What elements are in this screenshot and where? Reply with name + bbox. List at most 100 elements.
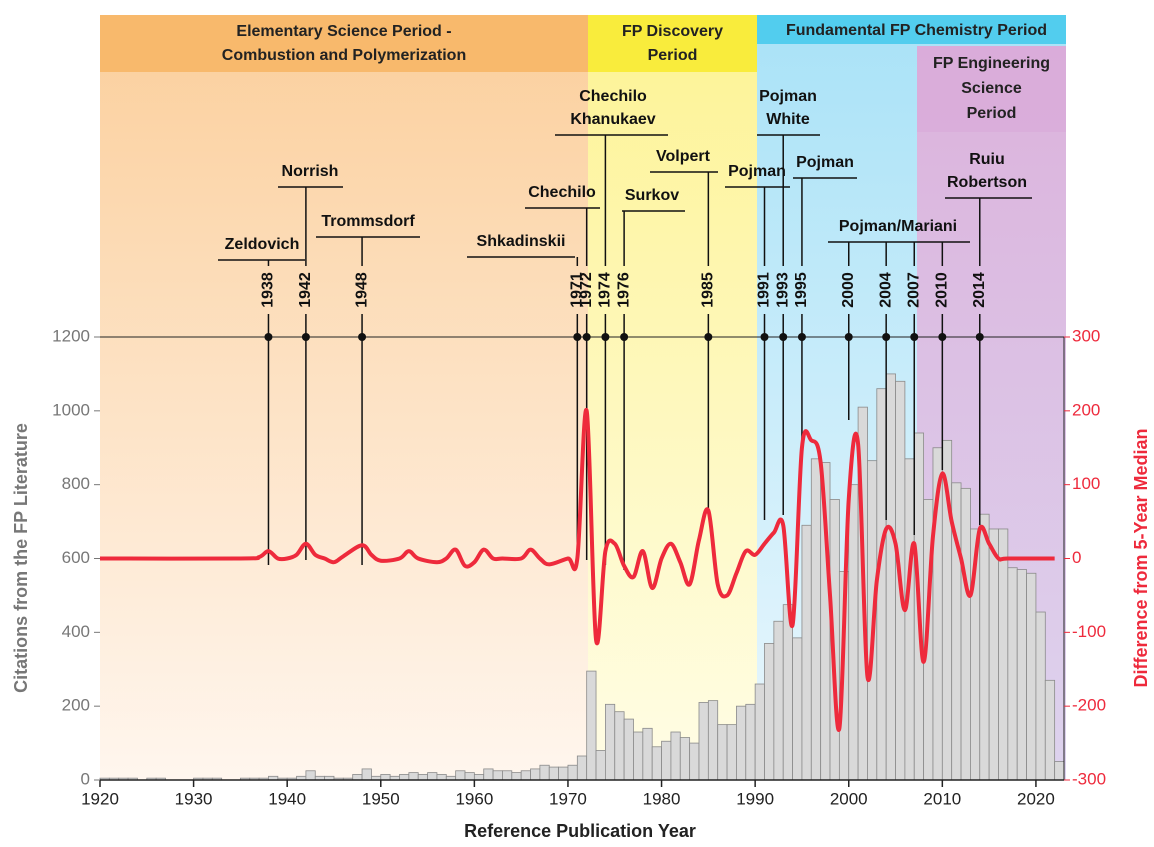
annotation-name: Khanukaev bbox=[570, 111, 655, 128]
histogram-bar bbox=[595, 750, 606, 781]
histogram-bar bbox=[417, 774, 428, 781]
histogram-bar bbox=[548, 766, 560, 781]
period-bands: Elementary Science Period - Combustion an… bbox=[100, 15, 1066, 780]
x-axis-label: Reference Publication Year bbox=[464, 821, 696, 841]
histogram-bar bbox=[352, 774, 363, 781]
period-title: Period bbox=[648, 47, 698, 64]
annotation-dot bbox=[844, 333, 853, 341]
y2-tick-label: -200 bbox=[1072, 696, 1106, 715]
histogram-bar bbox=[773, 620, 784, 781]
histogram-bar bbox=[1054, 761, 1065, 781]
annotation-year: 1976 bbox=[615, 272, 632, 308]
y2-tick-label: 300 bbox=[1072, 326, 1100, 345]
histogram-bar bbox=[707, 700, 719, 781]
histogram-bar bbox=[492, 770, 503, 781]
histogram-bar bbox=[642, 727, 653, 781]
median-difference-line bbox=[99, 408, 1055, 732]
period-band bbox=[100, 15, 588, 780]
annotation-name: Norrish bbox=[282, 163, 339, 180]
histogram-bar bbox=[670, 731, 681, 781]
annotation-name: Pojman bbox=[759, 88, 817, 105]
annotation-name: Chechilo bbox=[528, 184, 596, 201]
histogram-bar bbox=[726, 724, 737, 781]
histogram-bar bbox=[679, 737, 691, 781]
x-tick-label: 1980 bbox=[643, 789, 681, 808]
annotation-name: Chechilo bbox=[579, 88, 647, 105]
histogram-bar bbox=[1044, 679, 1056, 781]
annotation-dot bbox=[264, 333, 273, 341]
histogram-bar bbox=[530, 768, 541, 781]
y-tick-label: 1200 bbox=[52, 326, 90, 345]
histogram-bar bbox=[604, 703, 616, 781]
histogram-bar bbox=[764, 643, 775, 781]
period-header bbox=[757, 15, 1066, 44]
histogram-bar bbox=[511, 772, 522, 781]
annotation-name: Ruiu bbox=[969, 151, 1005, 168]
y2-tick-label: 100 bbox=[1072, 474, 1100, 493]
annotation-year: 1948 bbox=[353, 272, 370, 308]
histogram-bar bbox=[399, 774, 410, 781]
x-tick-label: 1950 bbox=[362, 789, 400, 808]
histogram-bar bbox=[567, 764, 578, 781]
annotation-dot bbox=[620, 333, 629, 341]
x-tick-label: 1990 bbox=[736, 789, 774, 808]
annotation-year: 2007 bbox=[905, 272, 922, 308]
annotation-dot bbox=[582, 333, 591, 341]
period-title: Period bbox=[967, 105, 1017, 122]
histogram-bar bbox=[408, 772, 419, 781]
annotation-year: 1942 bbox=[297, 272, 314, 308]
histogram-bar bbox=[464, 772, 475, 781]
period-title: FP Engineering bbox=[933, 55, 1050, 72]
y2-tick-label: -100 bbox=[1072, 622, 1106, 641]
period-header bbox=[917, 46, 1066, 132]
annotation-name: White bbox=[766, 111, 810, 128]
annotation-year: 2004 bbox=[877, 272, 894, 308]
annotation-name: Pojman/Mariani bbox=[839, 218, 957, 235]
annotation-dot bbox=[601, 333, 610, 341]
histogram-bar bbox=[792, 637, 803, 781]
period-header bbox=[588, 15, 757, 72]
annotation-name: Pojman bbox=[728, 163, 786, 180]
period-title: Fundamental FP Chemistry Period bbox=[786, 22, 1047, 39]
histogram-bar bbox=[698, 702, 709, 781]
histogram-bar bbox=[558, 766, 569, 781]
x-tick-label: 2000 bbox=[830, 789, 868, 808]
x-tick-label: 1920 bbox=[81, 789, 119, 808]
histogram-bar bbox=[576, 755, 588, 781]
histogram-bar bbox=[848, 484, 859, 781]
histogram-bar bbox=[988, 528, 999, 781]
histogram-bar bbox=[904, 458, 915, 781]
annotation-dot bbox=[882, 333, 891, 341]
period-title: FP Discovery bbox=[622, 23, 723, 40]
y-tick-label: 200 bbox=[62, 696, 90, 715]
annotation-year: 2014 bbox=[971, 272, 988, 308]
period-title: Elementary Science Period - bbox=[236, 23, 451, 40]
x-tick-label: 1940 bbox=[268, 789, 306, 808]
y-tick-label: 800 bbox=[62, 474, 90, 493]
histogram-bar bbox=[810, 458, 822, 781]
annotation-name: Volpert bbox=[656, 148, 711, 165]
annotation-dot bbox=[975, 333, 984, 341]
period-header bbox=[100, 15, 588, 72]
annotation-dot bbox=[358, 333, 367, 341]
annotation-year: 1993 bbox=[774, 272, 791, 308]
annotation-year: 1972 bbox=[578, 272, 595, 308]
x-tick-label: 2020 bbox=[1017, 789, 1055, 808]
x-tick-label: 1930 bbox=[175, 789, 213, 808]
period-band bbox=[588, 15, 757, 780]
histogram-bar bbox=[979, 513, 990, 781]
y2-axis-label: Difference from 5-Year Median bbox=[1131, 428, 1151, 687]
annotation-year: 1971 bbox=[569, 272, 586, 308]
annotation-name: Trommsdorf bbox=[321, 213, 415, 230]
histogram-bar bbox=[502, 770, 513, 781]
histogram-bar bbox=[801, 524, 812, 781]
histogram-bar bbox=[1026, 572, 1037, 781]
annotation-year: 1974 bbox=[597, 272, 614, 308]
histogram-bar bbox=[427, 772, 438, 781]
histogram-bar bbox=[1016, 569, 1027, 781]
histogram-bar bbox=[1007, 567, 1018, 781]
annotation-name: Pojman bbox=[796, 154, 854, 171]
annotation-dot bbox=[797, 333, 806, 341]
histogram-bar bbox=[960, 487, 971, 781]
